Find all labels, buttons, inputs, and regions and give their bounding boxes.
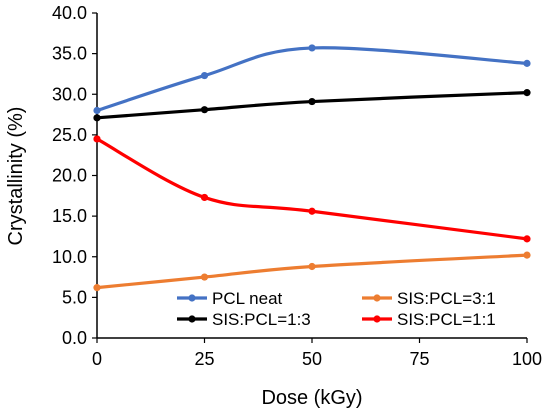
data-point-sis-pcl-1-3 bbox=[93, 114, 101, 122]
legend-marker bbox=[188, 315, 196, 323]
series-layer bbox=[93, 44, 531, 292]
data-point-sis-pcl-3-1 bbox=[523, 251, 531, 259]
series-pcl-neat bbox=[93, 44, 531, 115]
legend-item-sis-pcl-1-1: SIS:PCL=1:1 bbox=[362, 310, 496, 329]
legend-item-sis-pcl-3-1: SIS:PCL=3:1 bbox=[362, 289, 496, 308]
legend-item-pcl-neat: PCL neat bbox=[177, 289, 283, 308]
y-axis-title: Crystallinity (%) bbox=[5, 107, 27, 246]
legend-marker bbox=[373, 315, 381, 323]
x-tick-label: 50 bbox=[302, 349, 322, 369]
series-line-sis-pcl-1-3 bbox=[95, 91, 529, 120]
series-line-pcl-neat bbox=[95, 46, 529, 113]
series-line-sis-pcl-3-1 bbox=[95, 253, 529, 290]
data-point-sis-pcl-1-3 bbox=[200, 106, 209, 114]
data-point-pcl-neat bbox=[200, 71, 209, 80]
data-point-sis-pcl-3-1 bbox=[308, 262, 316, 271]
data-point-pcl-neat bbox=[523, 59, 531, 67]
x-tick-label: 25 bbox=[194, 349, 214, 369]
data-point-sis-pcl-1-1 bbox=[308, 207, 316, 215]
y-tick-label: 25.0 bbox=[52, 125, 87, 145]
y-tick-label: 35.0 bbox=[52, 44, 87, 64]
data-point-sis-pcl-3-1 bbox=[200, 273, 209, 281]
data-point-sis-pcl-1-1 bbox=[200, 193, 209, 202]
y-tick-label: 15.0 bbox=[52, 206, 87, 226]
data-point-pcl-neat bbox=[308, 44, 316, 52]
axes: 0.0 5.0 10.0 15.0 20.0 25.0 30.0 35.0 40.0 0 25 50 7… bbox=[52, 3, 542, 369]
y-tick-label: 10.0 bbox=[52, 247, 87, 267]
x-tick-label: 0 bbox=[92, 349, 102, 369]
data-point-sis-pcl-1-1 bbox=[523, 235, 531, 243]
x-axis-title: Dose (kGy) bbox=[261, 387, 362, 409]
legend-marker bbox=[373, 294, 381, 302]
legend-label: PCL neat bbox=[212, 289, 283, 308]
legend-label: SIS:PCL=1:1 bbox=[397, 310, 496, 329]
data-point-sis-pcl-1-3 bbox=[523, 89, 531, 97]
y-tick-label: 0.0 bbox=[62, 328, 87, 348]
data-point-sis-pcl-1-1 bbox=[93, 135, 101, 143]
data-point-sis-pcl-1-3 bbox=[308, 97, 316, 106]
data-point-sis-pcl-3-1 bbox=[93, 284, 101, 292]
y-tick-label: 5.0 bbox=[62, 287, 87, 307]
series-sis-pcl-1-3 bbox=[93, 89, 531, 122]
legend-label: SIS:PCL=1:3 bbox=[212, 310, 311, 329]
x-tick-label: 75 bbox=[409, 349, 429, 369]
legend-item-sis-pcl-1-3: SIS:PCL=1:3 bbox=[177, 310, 311, 329]
y-tick-label: 30.0 bbox=[52, 84, 87, 104]
series-sis-pcl-1-1 bbox=[93, 135, 531, 243]
x-tick-label: 100 bbox=[512, 349, 542, 369]
series-sis-pcl-3-1 bbox=[93, 251, 531, 292]
legend-marker bbox=[188, 294, 196, 302]
y-tick-label: 20.0 bbox=[52, 166, 87, 186]
legend-label: SIS:PCL=3:1 bbox=[397, 289, 496, 308]
legend: PCL neat SIS:PCL=3:1 SIS:PCL=1:3 SIS:PCL=1:… bbox=[177, 289, 496, 329]
y-tick-label: 40.0 bbox=[52, 3, 87, 23]
data-point-pcl-neat bbox=[93, 106, 101, 115]
series-line-sis-pcl-1-1 bbox=[95, 137, 529, 241]
